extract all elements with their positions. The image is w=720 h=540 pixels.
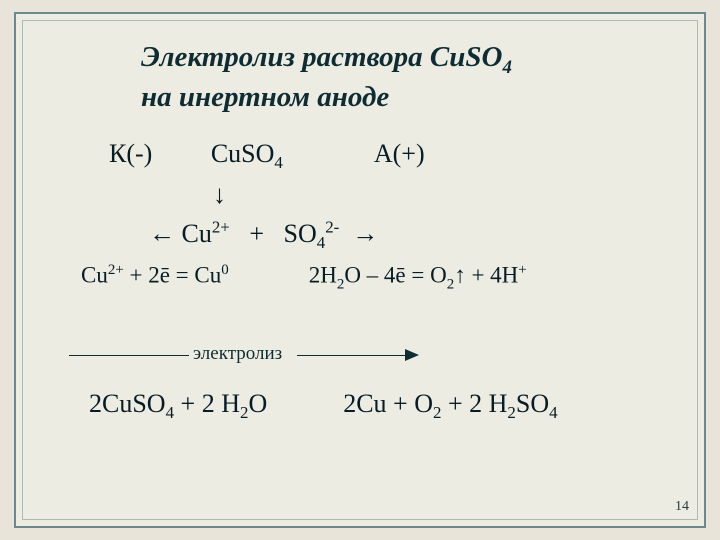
compound-base: CuSO [211, 139, 275, 168]
electrolysis-arrow: электролиз [69, 345, 439, 371]
arrow-line-left [69, 355, 189, 356]
anode-h-sup: + [518, 262, 526, 278]
ov-rhs-h2-sub: 2 [507, 403, 515, 422]
slide-inner-border: Электролиз раствора CuSO4 на инертном ан… [22, 20, 698, 520]
electrode-row: К(-) CuSO4 А(+) [109, 134, 669, 176]
arrow-line-right [297, 355, 407, 356]
slide-title: Электролиз раствора CuSO4 на инертном ан… [141, 39, 669, 116]
slide-frame: Электролиз раствора CuSO4 на инертном ан… [14, 12, 706, 528]
title-line2: на инертном аноде [141, 81, 389, 113]
right-arrow: → [352, 219, 378, 248]
cath-lhs-sup: 2+ [108, 262, 124, 278]
arrow-down: ↓ [213, 175, 669, 214]
anode-reaction: 2H2O – 4ē = O2↑ + 4H+ [309, 262, 527, 293]
anode-o-part: O – 4ē = O [344, 262, 446, 287]
cath-rhs-base: Cu [194, 262, 221, 287]
ov-2cuso4: 2CuSO [89, 389, 166, 418]
cath-rhs-sup: 0 [221, 262, 228, 278]
ov-so4-sub: 4 [549, 403, 557, 422]
compound-sub: 4 [274, 153, 282, 172]
half-reactions: Cu2+ + 2ē = Cu0 2H2O – 4ē = O2↑ + 4H+ [81, 262, 669, 293]
ov-lhs-o: O [248, 389, 267, 418]
anode-2h: 2H [309, 262, 337, 287]
cu-ion-base: Cu [182, 219, 212, 248]
ov-rhs-plus: + 2 H [441, 389, 507, 418]
cath-lhs-base: Cu [81, 262, 108, 287]
cath-plus: + 2ē = [124, 262, 195, 287]
left-arrow: ← [149, 219, 175, 248]
overall-equation: 2CuSO4 + 2 H2O 2Cu + O2 + 2 H2SO4 [89, 389, 669, 423]
cu-ion-sup: 2+ [212, 217, 230, 236]
cathode-label: К(-) [109, 139, 152, 168]
ov-2cu: 2Cu + O [343, 389, 433, 418]
title-line1-sub: 4 [502, 57, 511, 78]
slide-content: Электролиз раствора CuSO4 на инертном ан… [23, 21, 697, 519]
title-line1: Электролиз раствора CuSO [141, 41, 502, 73]
electrolysis-label: электролиз [193, 343, 282, 365]
overall-rhs: 2Cu + O2 + 2 H2SO4 [343, 389, 557, 423]
anode-label: А(+) [374, 139, 425, 168]
diss-plus: + [249, 219, 264, 248]
ov-2cuso4-sub: 4 [166, 403, 174, 422]
cathode-reaction: Cu2+ + 2ē = Cu0 [81, 262, 229, 293]
ov-lhs-plus: + 2 H [174, 389, 240, 418]
so4-base: SO [284, 219, 317, 248]
so4-sup: 2- [325, 217, 339, 236]
arrow-head-icon [405, 349, 419, 361]
page-number: 14 [675, 499, 689, 515]
so4-sub: 4 [317, 233, 325, 252]
dissociation-row: ← Cu2+ + SO42- → [149, 214, 669, 256]
overall-lhs: 2CuSO4 + 2 H2O [89, 389, 267, 423]
anode-arrow-h: ↑ + 4H [454, 262, 518, 287]
ov-so4: SO [516, 389, 549, 418]
